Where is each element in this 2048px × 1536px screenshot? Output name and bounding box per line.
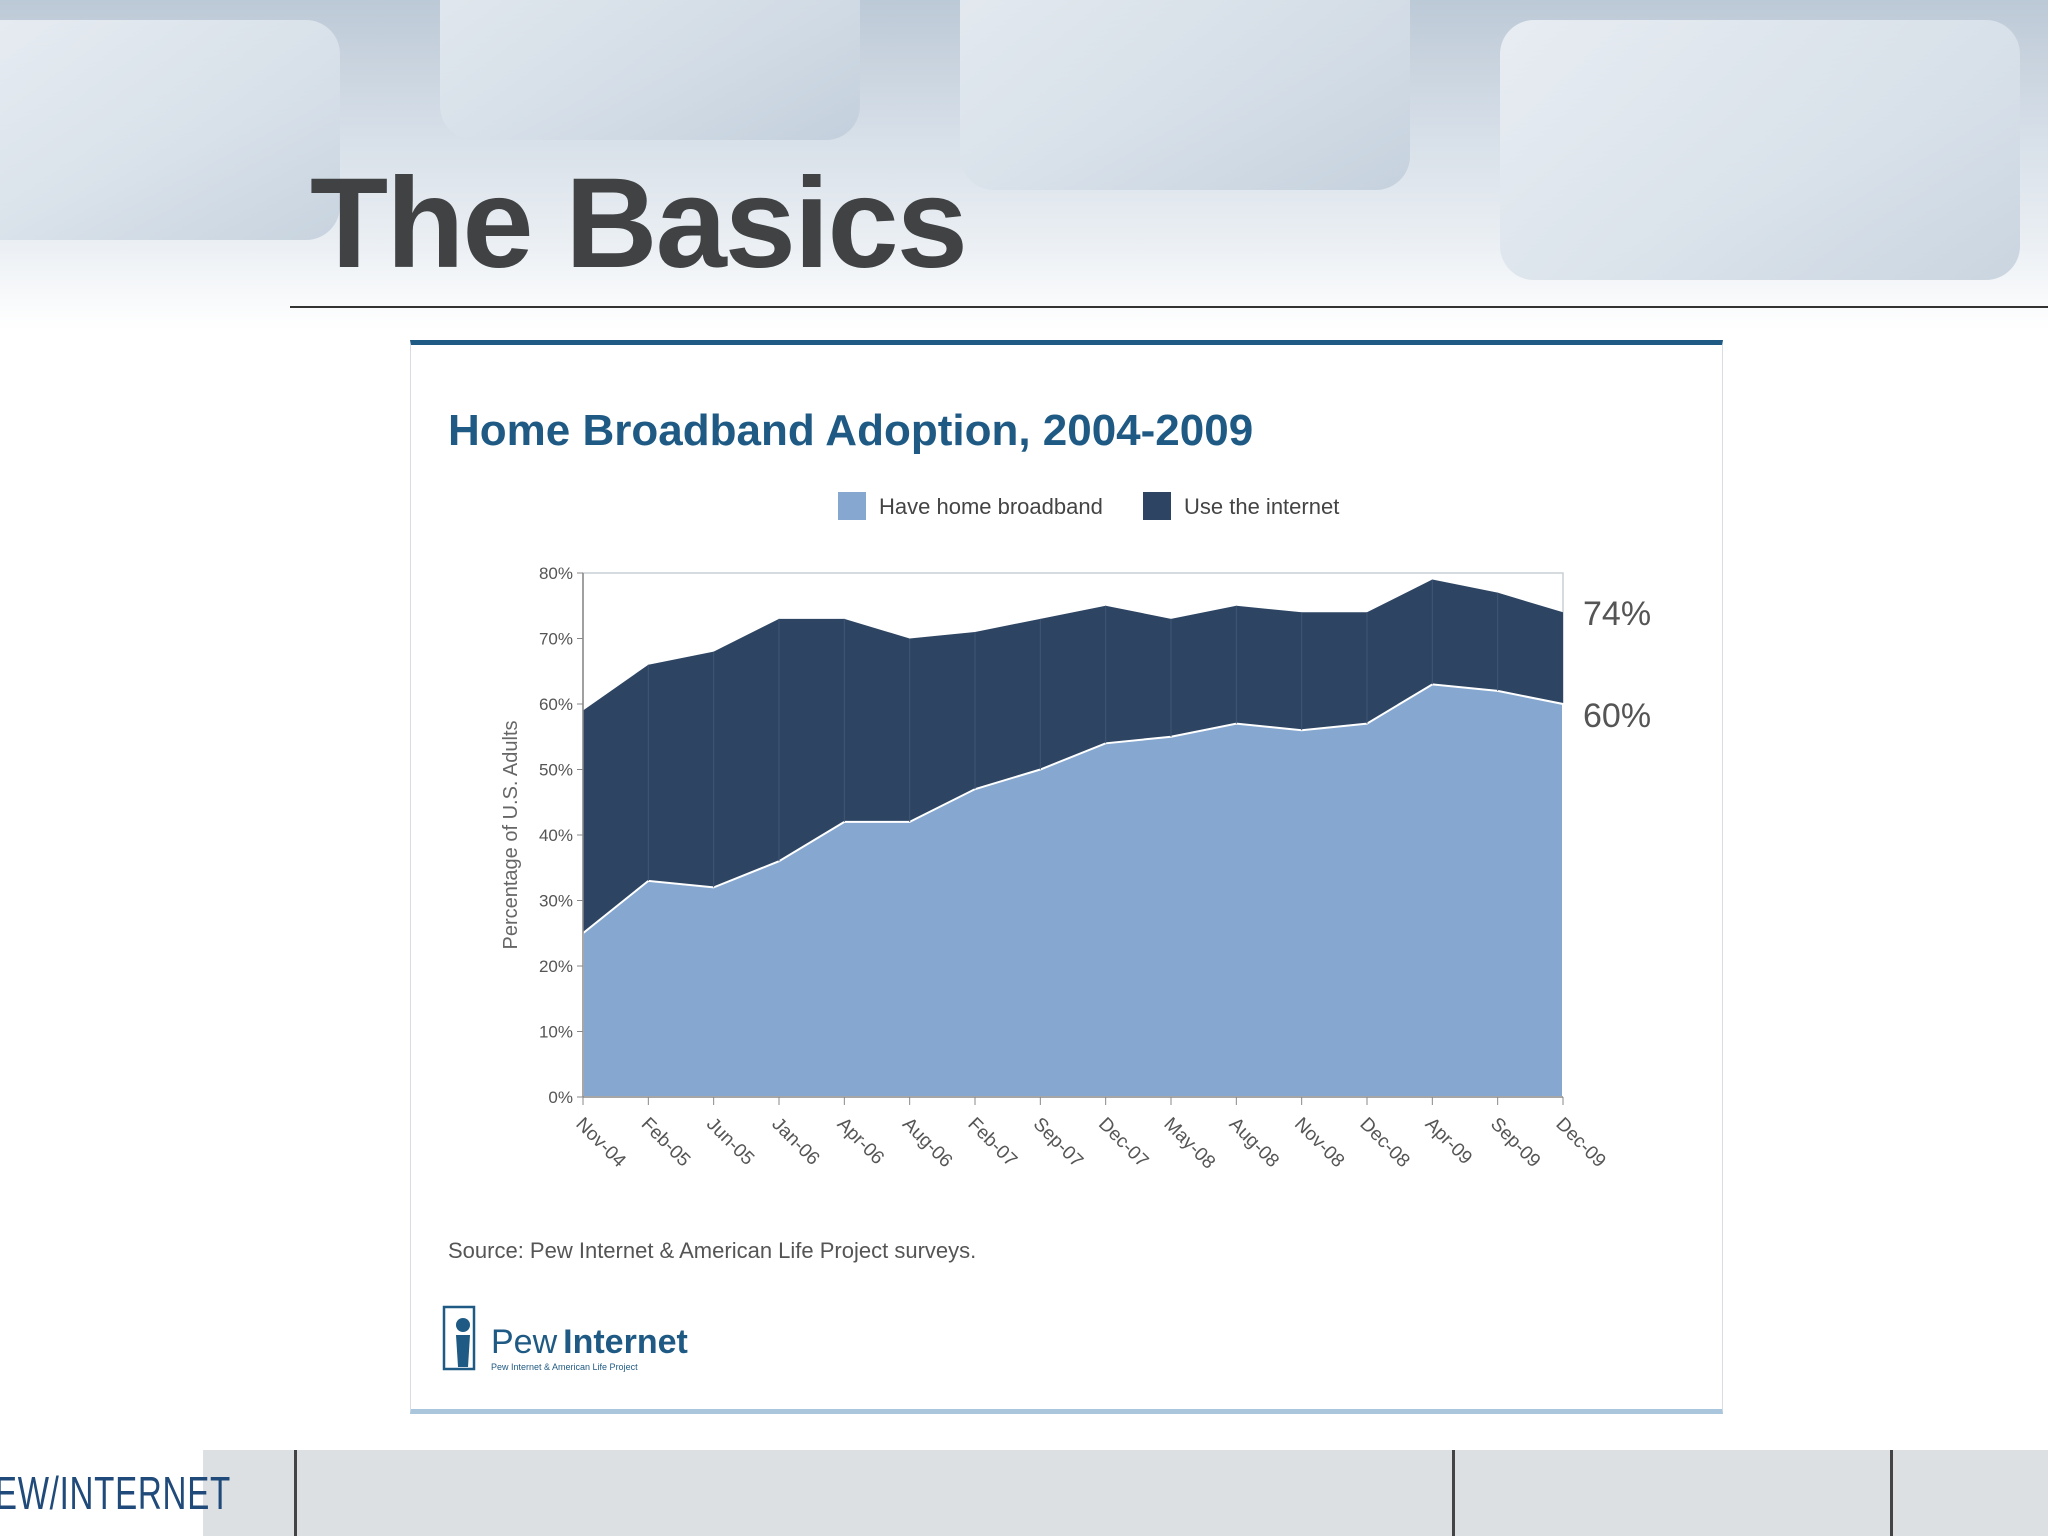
end-label-internet: 74% bbox=[1583, 595, 1651, 633]
legend-label-broadband: Have home broadband bbox=[879, 494, 1103, 519]
y-tick-label: 20% bbox=[539, 957, 573, 976]
x-tick-label: May-08 bbox=[1159, 1114, 1219, 1174]
x-tick-label: Aug-06 bbox=[898, 1114, 956, 1172]
pew-logo-figure-head bbox=[456, 1318, 470, 1332]
x-tick-label: Feb-07 bbox=[963, 1114, 1020, 1171]
x-tick-label: Jan-06 bbox=[767, 1114, 823, 1170]
x-tick-label: Feb-05 bbox=[637, 1114, 694, 1171]
y-tick-label: 70% bbox=[539, 630, 573, 649]
footer-logo: PEW/INTERNET bbox=[0, 1450, 230, 1536]
footer-separator bbox=[1452, 1450, 1455, 1536]
y-axis-title: Percentage of U.S. Adults bbox=[500, 720, 522, 949]
broadband-chart: Home Broadband Adoption, 2004-2009 Have … bbox=[442, 406, 1651, 1372]
x-tick-label: Apr-09 bbox=[1421, 1114, 1476, 1169]
y-tick-label: 40% bbox=[539, 826, 573, 845]
keyboard-key-decoration bbox=[0, 20, 340, 240]
legend-label-internet: Use the internet bbox=[1184, 494, 1339, 519]
footer-bar: PEW/INTERNET bbox=[0, 1450, 2048, 1536]
title-divider bbox=[290, 306, 2048, 308]
keyboard-key-decoration bbox=[440, 0, 860, 140]
y-tick-label: 50% bbox=[539, 761, 573, 780]
keyboard-key-decoration bbox=[1500, 20, 2020, 280]
pew-internet-logo: Pew Internet Pew Internet & American Life… bbox=[442, 1305, 688, 1372]
footer-separator bbox=[294, 1450, 297, 1536]
chart-legend: Have home broadband Use the internet bbox=[838, 492, 1339, 520]
area-dividers bbox=[647, 579, 1499, 888]
pew-logo-name-bold: Internet bbox=[563, 1323, 688, 1361]
plot-area: 0%10%20%30%40%50%60%70%80% Nov-04 Feb-05 J… bbox=[539, 564, 1610, 1173]
legend-swatch-internet bbox=[1143, 492, 1171, 520]
x-tick-label: Nov-04 bbox=[571, 1114, 629, 1172]
y-tick-label: 30% bbox=[539, 892, 573, 911]
legend-swatch-broadband bbox=[838, 492, 866, 520]
chart-source: Source: Pew Internet & American Life Pro… bbox=[448, 1238, 976, 1263]
end-label-broadband: 60% bbox=[1583, 697, 1651, 735]
chart-title: Home Broadband Adoption, 2004-2009 bbox=[448, 406, 1253, 455]
x-tick-label: Apr-06 bbox=[833, 1114, 888, 1169]
pew-logo-tagline: Pew Internet & American Life Project bbox=[491, 1362, 638, 1372]
x-tick-label: Dec-08 bbox=[1355, 1114, 1413, 1172]
x-axis-ticks: Nov-04 Feb-05 Jun-05 Jan-06 Apr-06 Aug-06 Feb-… bbox=[571, 1097, 1610, 1174]
chart-panel: Home Broadband Adoption, 2004-2009 Have … bbox=[410, 340, 1723, 1414]
x-tick-label: Sep-07 bbox=[1029, 1114, 1087, 1172]
footer-separator bbox=[1890, 1450, 1893, 1536]
y-tick-label: 0% bbox=[548, 1088, 573, 1107]
keyboard-key-decoration bbox=[960, 0, 1410, 190]
x-tick-label: Nov-08 bbox=[1290, 1114, 1348, 1172]
y-tick-label: 10% bbox=[539, 1023, 573, 1042]
pew-logo-figure-body bbox=[456, 1335, 470, 1367]
y-axis-ticks: 0% 10% 20% 30% 40% 50% 60% 70% 80% bbox=[539, 564, 583, 1107]
x-tick-label: Sep-09 bbox=[1486, 1114, 1544, 1172]
x-tick-label: Jun-05 bbox=[702, 1114, 758, 1170]
pew-logo-icon bbox=[442, 1305, 476, 1371]
slide-title: The Basics bbox=[310, 152, 968, 295]
pew-logo-wordmark: Pew Internet bbox=[491, 1323, 688, 1361]
x-tick-label: Dec-09 bbox=[1551, 1114, 1609, 1172]
y-tick-label: 60% bbox=[539, 695, 573, 714]
x-tick-label: Aug-08 bbox=[1225, 1114, 1283, 1172]
header-background bbox=[0, 0, 2048, 330]
y-tick-label: 80% bbox=[539, 564, 573, 583]
x-tick-label: Dec-07 bbox=[1094, 1114, 1152, 1172]
pew-logo-name-light: Pew bbox=[491, 1323, 558, 1361]
